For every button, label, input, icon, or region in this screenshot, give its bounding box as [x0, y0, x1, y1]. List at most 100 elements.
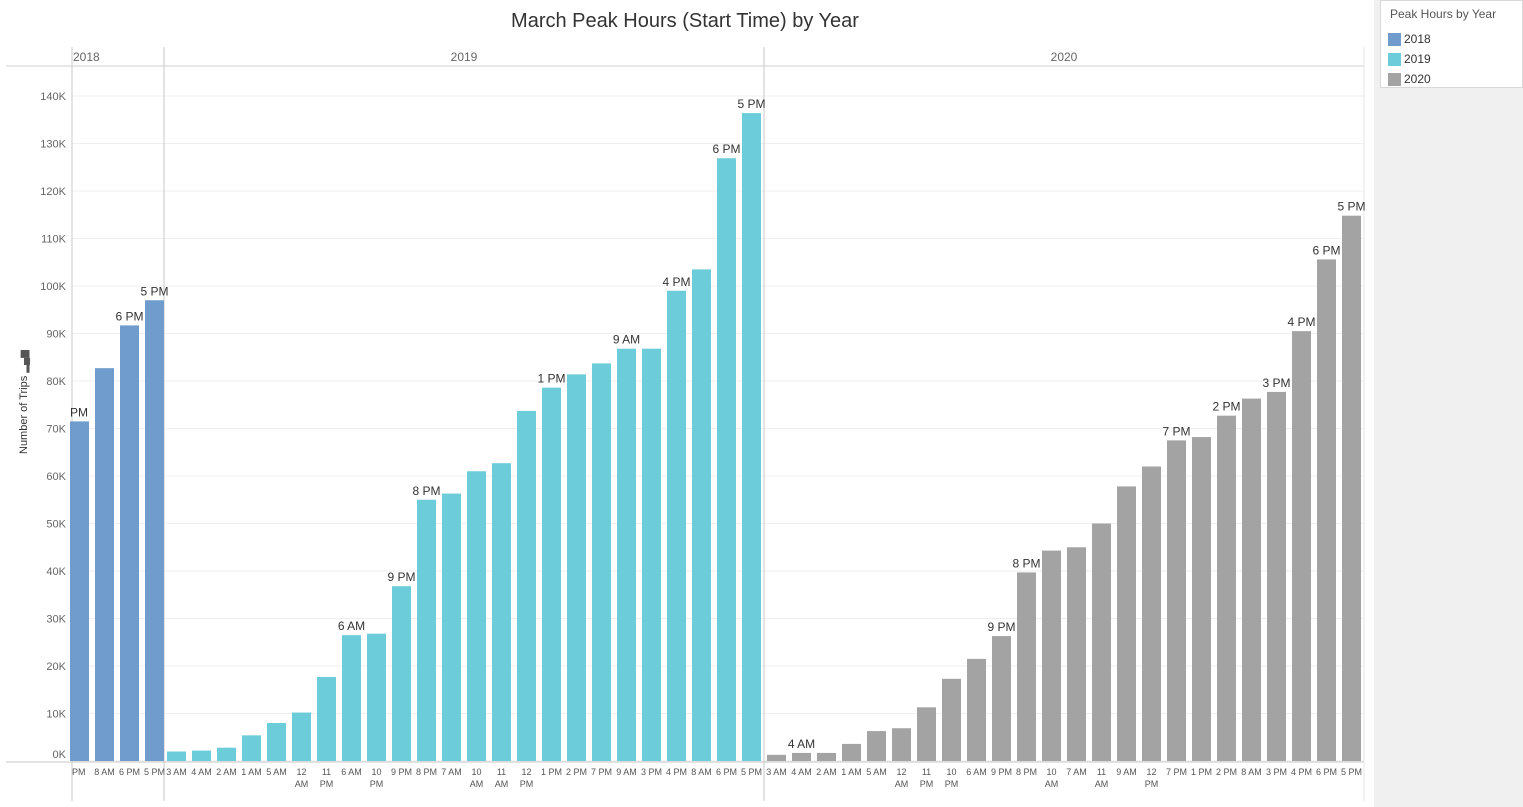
bar [1042, 550, 1061, 761]
x-tick-label: 5 PM [741, 767, 762, 777]
bar-data-label: 5 PM [737, 97, 765, 111]
x-tick-label: 8 PM [1016, 767, 1037, 777]
legend-swatch [1388, 73, 1401, 86]
legend-title: Peak Hours by Year [1390, 7, 1497, 21]
bar [292, 712, 311, 761]
x-tick-label: 11 [922, 767, 931, 777]
x-tick-label: 7 AM [441, 767, 462, 777]
bar-data-label: 8 PM [1012, 556, 1040, 570]
x-tick-label: 11 [322, 767, 331, 777]
x-tick-label: 9 AM [1116, 767, 1137, 777]
x-tick-label: 5 AM [266, 767, 287, 777]
y-tick-label: 110K [41, 234, 67, 246]
x-tick-label: PM [920, 779, 934, 789]
bar [642, 348, 661, 761]
x-tick-label: 5 AM [866, 767, 887, 777]
x-tick-label: PM [520, 779, 534, 789]
bar [1192, 437, 1211, 761]
legend-panel [1374, 0, 1523, 807]
bar [717, 158, 736, 762]
x-tick-label: 10 [371, 767, 381, 777]
bar-data-label: 4 AM [788, 737, 815, 751]
bar [1167, 440, 1186, 761]
bar-data-label: PM [70, 405, 88, 419]
y-tick-label: 80K [46, 376, 66, 388]
x-tick-label: AM [1045, 779, 1059, 789]
x-tick-label: 12 [521, 767, 531, 777]
x-tick-label: 11 [1097, 767, 1106, 777]
x-tick-label: 4 AM [791, 767, 812, 777]
chart-title: March Peak Hours (Start Time) by Year [511, 10, 859, 32]
bar [1242, 398, 1261, 761]
bar [95, 368, 114, 761]
y-tick-label: 30K [46, 614, 66, 626]
panel-header-2020: 2020 [1051, 50, 1078, 64]
x-tick-label: 8 PM [416, 767, 437, 777]
x-tick-label: 7 AM [1066, 767, 1087, 777]
bar-data-label: 9 PM [387, 570, 415, 584]
bar [992, 636, 1011, 761]
bar [317, 676, 336, 761]
bar-data-label: 6 PM [712, 142, 740, 156]
bar-data-label: 3 PM [1262, 376, 1290, 390]
bar [1217, 415, 1236, 761]
y-tick-label: 40K [46, 566, 66, 578]
x-tick-label: 9 AM [616, 767, 637, 777]
bar [892, 728, 911, 761]
y-tick-label: 20K [46, 661, 66, 673]
bar-data-label: 9 AM [613, 333, 640, 347]
x-tick-label: 1 PM [541, 767, 562, 777]
bar [367, 633, 386, 761]
bar [517, 410, 536, 761]
bar [817, 752, 836, 761]
y-axis-title-text: Number of Trips [18, 375, 30, 454]
bar [1117, 486, 1136, 761]
panel-header-2019: 2019 [451, 50, 478, 64]
x-tick-label: 6 AM [341, 767, 362, 777]
x-tick-label: 1 AM [841, 767, 862, 777]
x-tick-label: PM [320, 779, 334, 789]
x-tick-label: 2 AM [216, 767, 237, 777]
x-tick-label: 6 PM [716, 767, 737, 777]
bar [242, 735, 261, 761]
bar [692, 269, 711, 761]
x-tick-label: 12 [296, 767, 306, 777]
x-tick-label: AM [1095, 779, 1109, 789]
x-tick-label: 2 PM [566, 767, 587, 777]
bar-data-label: 4 PM [1287, 315, 1315, 329]
legend-label: 2018 [1404, 32, 1431, 46]
x-tick-label: 10 [471, 767, 481, 777]
x-tick-label: 4 PM [666, 767, 687, 777]
x-tick-label: PM [1145, 779, 1159, 789]
bar [967, 658, 986, 761]
sort-icon[interactable]: ▂▄▆ [19, 350, 30, 373]
bar [1092, 523, 1111, 761]
x-tick-label: 6 AM [966, 767, 987, 777]
legend-swatch [1388, 33, 1401, 46]
y-tick-label: 50K [46, 519, 66, 531]
x-tick-label: 8 AM [94, 767, 115, 777]
bar [392, 586, 411, 761]
bar [1017, 572, 1036, 761]
x-tick-label: PM [945, 779, 959, 789]
bar-data-label: 1 PM [537, 372, 565, 386]
bar [442, 493, 461, 761]
bar [492, 463, 511, 761]
bar [1067, 547, 1086, 761]
bar [120, 325, 139, 761]
bar-data-label: 5 PM [140, 284, 168, 298]
x-tick-label: 7 PM [1166, 767, 1187, 777]
x-tick-label: 10 [946, 767, 956, 777]
bar [867, 731, 886, 761]
y-tick-label: 0K [53, 749, 67, 761]
bar [192, 750, 211, 761]
bar [417, 499, 436, 761]
x-tick-label: 5 PM [1341, 767, 1362, 777]
x-tick-label: 9 PM [391, 767, 412, 777]
bar [467, 471, 486, 761]
chart-canvas: 0K 10K 20K 30K 40K 50K 60K 70K 80K 90K 100K 110K 120… [6, 47, 1366, 801]
legend-swatch [1388, 53, 1401, 66]
bar-data-label: 5 PM [1337, 200, 1365, 214]
x-tick-label: 3 PM [641, 767, 662, 777]
bar-data-label: 2 PM [1212, 400, 1240, 414]
